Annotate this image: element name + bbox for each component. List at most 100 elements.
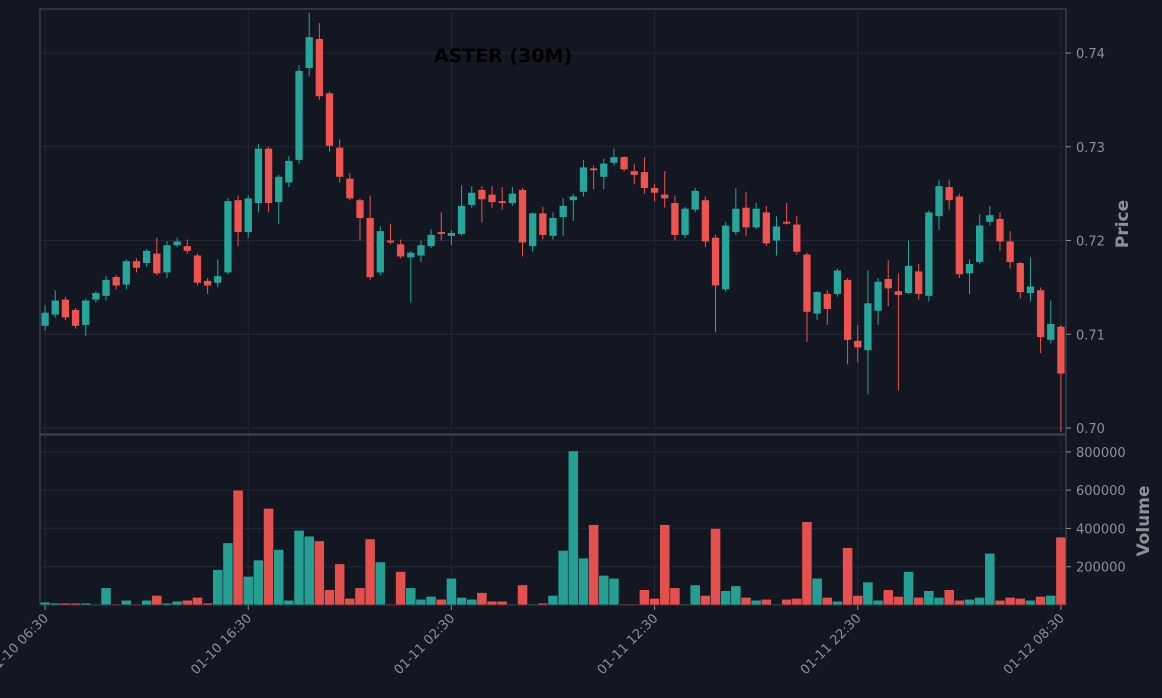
volume-bar [953,599,965,606]
volume-bar [923,590,935,606]
candle-body [711,237,720,286]
volume-bar [618,603,630,606]
y-axis-label: Price [1113,200,1133,248]
candle-body [254,148,263,204]
volume-bar [628,603,640,606]
volume-bar [385,603,396,606]
y2-tick-label: 800000 [1076,446,1126,461]
y-tick-label: 0.70 [1076,422,1105,437]
candle-body [1006,241,1014,263]
volume-bar [222,542,234,606]
volume-bar [720,590,732,606]
volume-bar [70,602,81,606]
candle-body [417,245,425,256]
candle-body [833,270,842,294]
volume-bar [446,577,457,606]
candle-body [681,208,689,235]
candle-body [468,192,476,205]
candle-body [153,253,161,274]
candle-body [51,300,59,315]
y2-tick-label: 400000 [1076,522,1126,537]
candle-body [71,309,80,326]
volume-bar [730,585,742,606]
candle-body [437,232,445,234]
candle-body [61,299,70,318]
candle-body [315,38,324,97]
y-tick-label: 0.72 [1076,235,1105,250]
volume-bar [273,549,285,606]
volume-bar [913,597,925,606]
volume-bar [893,596,904,606]
volume-bar [964,598,975,606]
x-tick-label: 01-10 16:30 [188,611,255,678]
candle-body [498,201,506,204]
marks [39,12,1067,606]
x-tick-label: 01-12 08:30 [1001,611,1068,678]
volume-bar [415,598,427,606]
candle-body [183,246,191,251]
volume-bar [578,557,589,606]
candle-body [447,233,456,236]
candle-body [915,271,923,294]
volume-bar [110,603,122,606]
volume-bar [649,597,660,606]
candle-body [1026,286,1035,294]
candle-body [305,37,313,69]
volume-bar [689,584,701,606]
candle-body [518,189,527,243]
volume-bar [882,589,894,606]
candle-body [843,279,852,340]
volume-bar [39,601,51,606]
candle-body [620,157,628,170]
candle-body [244,198,252,233]
candle-body [955,196,963,275]
candle-body [650,188,659,193]
volume-bar [537,602,549,606]
volume-bar [181,599,193,606]
candle-body [275,176,283,203]
volume-bar [760,598,772,606]
volume-bar [171,600,183,606]
candle-body [600,163,608,177]
candle-body [295,70,303,160]
volume-bar [771,603,782,606]
volume-bar [557,550,569,606]
x-tick-label: 01-10 06:30 [0,611,52,678]
candle-body [163,245,171,273]
volume-bar [933,597,945,606]
volume-bar [801,521,813,606]
candle-body [427,234,435,247]
candle-body [234,200,242,233]
volume-bar [669,587,681,606]
candle-body [589,168,598,171]
y2-tick-label: 200000 [1076,561,1126,576]
volume-bar [527,603,539,606]
candle-body [996,218,1004,242]
candle-body [813,292,821,314]
candle-body [264,148,273,204]
candle-body [569,196,577,201]
candle-body [112,277,120,286]
candle-body [782,221,791,224]
volume-bar [506,603,518,606]
y2-tick-label: 600000 [1076,484,1126,499]
candle-body [803,254,811,312]
volume-bar [100,587,112,606]
volume-bar [354,587,366,606]
volume-bar [263,508,274,606]
candle-body [904,265,913,294]
volume-bar [283,599,295,606]
volume-bar [466,598,478,606]
candle-body [1016,263,1024,293]
candle-body [325,93,334,146]
candle-body [529,213,537,247]
volume-bar [872,599,884,606]
candle-body [864,303,872,351]
volume-bar [903,571,914,606]
volume-bar [131,603,142,606]
volume-bar [1035,596,1046,606]
candle-body [549,218,557,236]
candle-body [986,215,994,222]
